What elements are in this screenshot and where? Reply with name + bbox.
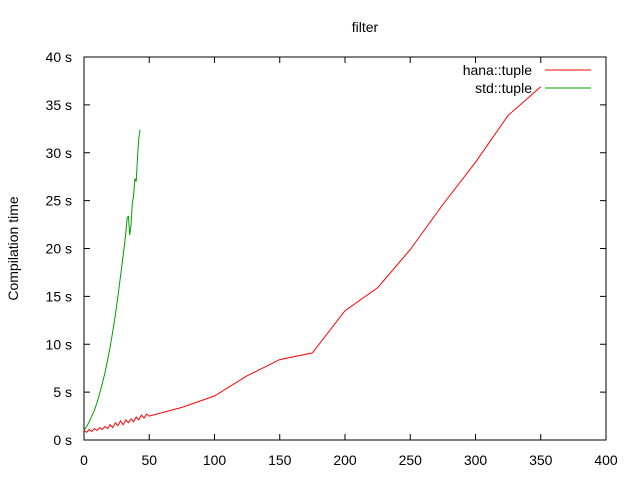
series-line-hana-tuple: [83, 86, 542, 433]
x-tick-label: 350: [529, 452, 553, 468]
x-axis-ticks: 0 50 100 150 200 250 300 350 400: [80, 57, 618, 468]
y-tick-label: 15 s: [46, 288, 72, 304]
series-lines: [83, 86, 542, 433]
plot-frame: [83, 56, 607, 441]
y-tick-label: 25 s: [46, 193, 72, 209]
y-axis-label: Compilation time: [5, 196, 21, 300]
series-line-std-tuple: [83, 129, 141, 431]
x-tick-label: 150: [268, 452, 292, 468]
y-tick-label: 40 s: [46, 49, 72, 65]
y-tick-label: 20 s: [46, 241, 72, 257]
y-tick-label: 35 s: [46, 97, 72, 113]
legend-label: std::tuple: [475, 80, 532, 96]
x-tick-label: 400: [594, 452, 618, 468]
x-tick-label: 100: [203, 452, 227, 468]
x-tick-label: 50: [141, 452, 157, 468]
chart-title: filter: [352, 19, 379, 35]
x-tick-label: 300: [464, 452, 488, 468]
y-tick-label: 5 s: [53, 384, 72, 400]
x-tick-label: 0: [80, 452, 88, 468]
y-tick-label: 30 s: [46, 145, 72, 161]
x-tick-label: 250: [399, 452, 423, 468]
legend-label: hana::tuple: [463, 62, 532, 78]
x-tick-label: 200: [333, 452, 357, 468]
y-axis-ticks: 0 s 5 s 10 s 15 s 20 s 25 s 30 s 35 s 40 s: [46, 49, 606, 448]
y-tick-label: 0 s: [53, 432, 72, 448]
y-tick-label: 10 s: [46, 336, 72, 352]
